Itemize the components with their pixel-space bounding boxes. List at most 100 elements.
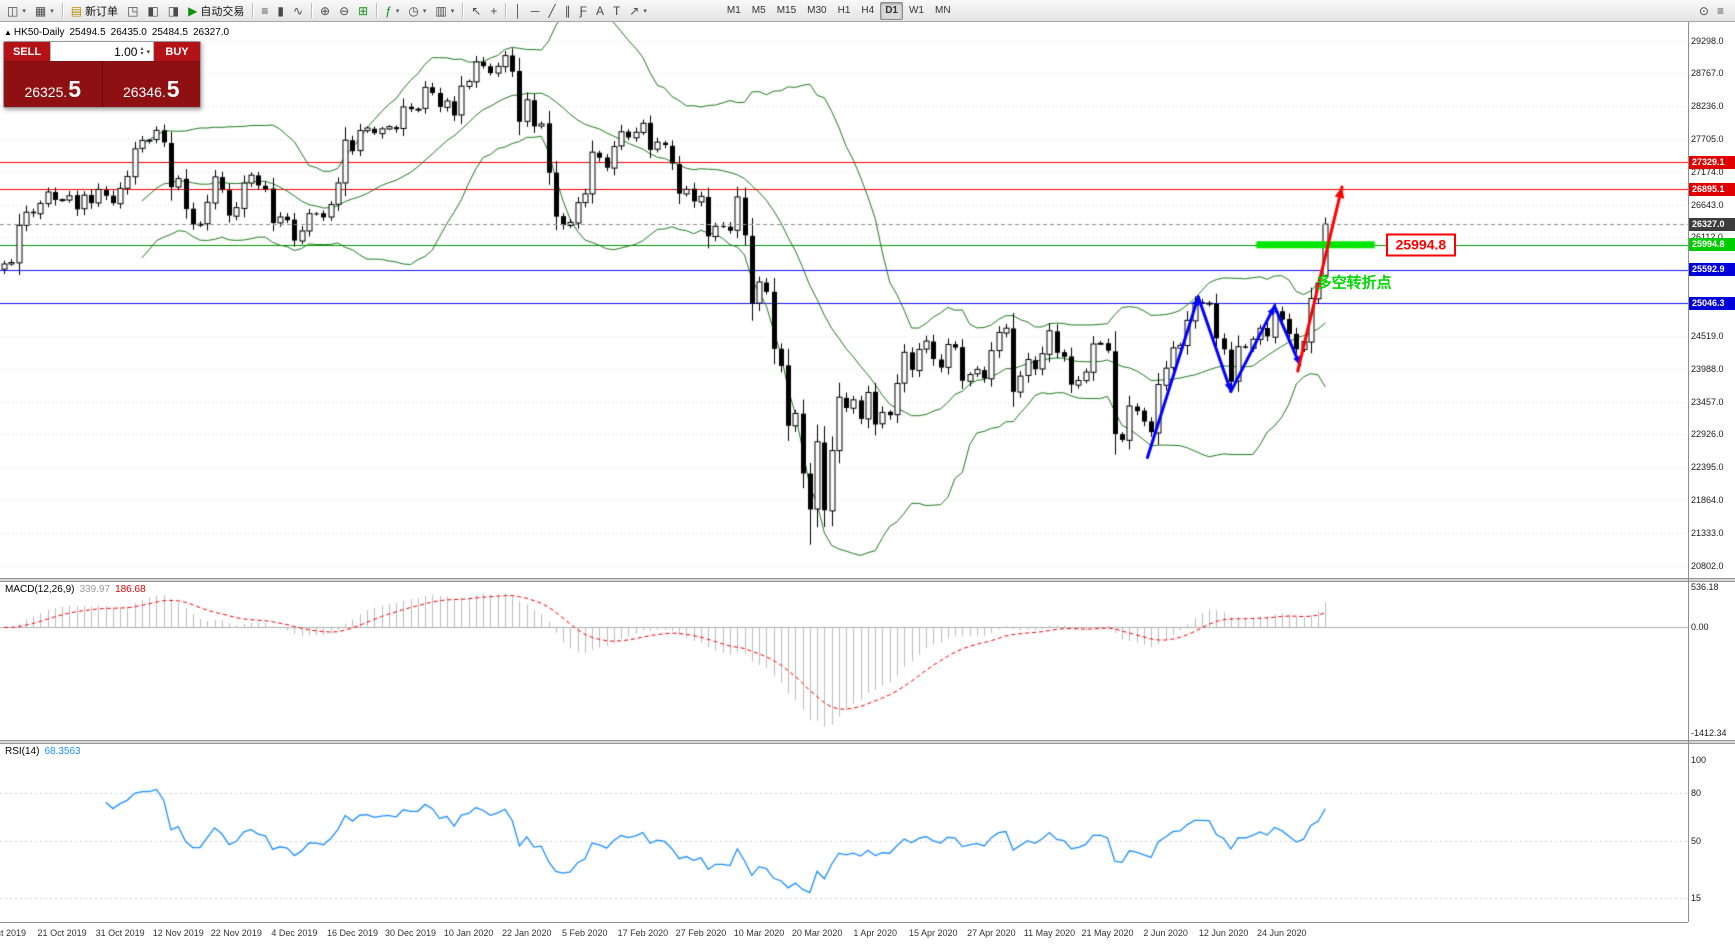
volume-spinner[interactable]: ▴ ▾ [140, 45, 144, 57]
horizontal-line-button[interactable]: ─ [527, 1, 544, 21]
indicators-button[interactable]: ƒ ▾ [381, 1, 403, 21]
spinner-down-icon[interactable]: ▾ [140, 50, 144, 57]
zoom-out-button[interactable]: ⊖ [335, 1, 353, 21]
time-axis-label: 30 Dec 2019 [385, 928, 437, 938]
ohlc-open: 25494.5 [69, 27, 106, 38]
price-tick-label: 21333.0 [1691, 527, 1724, 538]
chart-ohlc-header: ▲ HK50-Daily 25494.5 26435.0 25484.5 26327.0 [4, 27, 234, 38]
crosshair-button[interactable]: + [486, 1, 501, 21]
profiles-button[interactable]: ▦ ▾ [31, 1, 58, 21]
time-axis-label: 10 Mar 2020 [733, 928, 785, 938]
buy-tab[interactable]: BUY [154, 42, 200, 61]
layers-button[interactable]: ≡ [1713, 1, 1728, 21]
dropdown-caret-icon: ▾ [22, 7, 26, 15]
line-chart-type-button[interactable]: ∿ [289, 1, 307, 21]
timeframe-m1-button[interactable]: M1 [726, 5, 741, 16]
time-axis-label: 27 Apr 2020 [967, 928, 1016, 938]
time-axis-label: 12 Nov 2019 [152, 928, 204, 938]
timeframe-m5-button[interactable]: M5 [751, 5, 766, 16]
zoom-in-button[interactable]: ⊕ [316, 1, 334, 21]
timeframe-mn-button[interactable]: MN [934, 5, 951, 16]
sell-button[interactable]: 26325. 5 [4, 62, 102, 107]
sell-tab[interactable]: SELL [4, 42, 50, 61]
navigator-button[interactable]: ◨ [164, 1, 183, 21]
text-label-button[interactable]: T [609, 1, 624, 21]
bar-chart-type-button[interactable]: ≡ [257, 1, 272, 21]
market-watch-button[interactable]: ◧ [143, 1, 162, 21]
candlestick-type-button[interactable]: ▮ [273, 1, 288, 21]
buy-button[interactable]: 26346. 5 [101, 62, 200, 107]
price-tick-label: 27705.0 [1691, 134, 1724, 145]
ohlc-high: 26435.0 [110, 27, 147, 38]
toolbar: ◫ ▾ ▦ ▾ ▤ 新订单 ◳ ◧ ◨ ▶ 自动交易 ≡ ▮ ∿ ⊕ ⊖ ⊞ ƒ ▾ ◷ ▾ ▥ ▾ ↖ + │ ─ ╱ ∥ Ƒ A T ↗ ▾ M… [0, 0, 1735, 22]
vertical-line-icon: │ [514, 3, 522, 18]
arrow-objects-button[interactable]: ↗ ▾ [625, 1, 651, 21]
equidistant-channel-button[interactable]: ∥ [561, 1, 575, 21]
rsi-panel-canvas[interactable] [0, 744, 1688, 922]
timeframe-d1-button[interactable]: D1 [880, 1, 903, 20]
new-chart-button[interactable]: ◫ ▾ [3, 1, 30, 21]
auto-trading-button[interactable]: ▶ 自动交易 [184, 1, 248, 21]
time-axis-label: 15 Apr 2020 [908, 928, 958, 938]
new-order-button[interactable]: ▤ 新订单 [67, 1, 122, 21]
new-order-icon: ▤ [70, 3, 83, 18]
candlestick-type-icon: ▮ [277, 3, 284, 18]
volume-dropdown-caret-icon[interactable]: ▾ [146, 48, 150, 56]
price-badge: 25592.9 [1689, 263, 1735, 277]
trendline-icon: ╱ [548, 3, 556, 18]
price-tick-label: 22395.0 [1691, 462, 1724, 473]
quick-search-button[interactable]: ⊙ [1695, 1, 1713, 21]
vertical-line-button[interactable]: │ [510, 1, 526, 21]
dropdown-caret-icon: ▾ [50, 7, 54, 15]
rsi-tick-label: 15 [1691, 892, 1702, 903]
sell-price-main: 26325. [24, 83, 68, 100]
crosshair-icon: + [490, 3, 498, 18]
price-tick-label: 23988.0 [1691, 363, 1724, 374]
spinner-up-icon[interactable]: ▴ [140, 45, 144, 52]
zoom-in-icon: ⊕ [320, 3, 331, 18]
macd-panel-canvas[interactable] [0, 582, 1688, 740]
time-axis[interactable]: 9 Oct 2019 21 Oct 2019 31 Oct 2019 12 Nov 2… [0, 922, 1688, 948]
panel-separator[interactable] [0, 740, 1735, 744]
timeframe-w1-button[interactable]: W1 [908, 5, 924, 16]
main-chart-canvas[interactable] [0, 22, 1688, 578]
text-button[interactable]: A [592, 1, 608, 21]
time-axis-label: 2 Jun 2020 [1143, 928, 1188, 938]
time-axis-label: 20 Mar 2020 [791, 928, 843, 938]
timeframe-m30-button[interactable]: M30 [807, 5, 827, 16]
time-axis-label: 27 Feb 2020 [675, 928, 727, 938]
quick-search-icon: ⊙ [1698, 3, 1709, 18]
timeframe-h4-button[interactable]: H4 [861, 5, 875, 16]
rsi-tick-label: 80 [1691, 787, 1702, 798]
cursor-button[interactable]: ↖ [467, 1, 485, 21]
time-axis-label: 17 Feb 2020 [617, 928, 669, 938]
toolbar-separator [61, 3, 63, 18]
dropdown-caret-icon: ▾ [395, 7, 400, 15]
time-axis-label: 16 Dec 2019 [326, 928, 378, 938]
toolbar-separator [462, 3, 464, 18]
fibonacci-icon: Ƒ [579, 3, 587, 18]
periods-button[interactable]: ◷ ▾ [404, 1, 430, 21]
price-tick-label: 27174.0 [1691, 166, 1724, 177]
support-price-label: 25994.8 [1385, 233, 1457, 257]
periods-icon: ◷ [408, 3, 419, 18]
panel-separator[interactable] [0, 578, 1735, 582]
market-watch-icon: ◧ [147, 3, 159, 18]
volume-input[interactable]: 1.00 ▴ ▾ ▾ [50, 42, 154, 61]
fibonacci-button[interactable]: Ƒ [576, 1, 591, 21]
trendline-button[interactable]: ╱ [544, 1, 559, 21]
dropdown-caret-icon: ▾ [643, 7, 647, 15]
tile-windows-button[interactable]: ⊞ [354, 1, 372, 21]
indicators-icon: ƒ [385, 3, 392, 18]
price-badge: 25994.8 [1689, 238, 1735, 252]
chart-windows-button[interactable]: ◳ [123, 1, 142, 21]
bar-chart-type-icon: ≡ [261, 3, 269, 18]
timeframe-toolbar: M1 M5 M15 M30 H1 H4 D1 W1 MN [722, 1, 956, 20]
timeframe-m15-button[interactable]: M15 [776, 5, 797, 16]
price-tick-label: 21864.0 [1691, 494, 1724, 505]
templates-button[interactable]: ▥ ▾ [431, 1, 458, 21]
sell-price-pip: 5 [68, 76, 82, 103]
line-chart-type-icon: ∿ [292, 3, 304, 18]
timeframe-h1-button[interactable]: H1 [837, 5, 851, 16]
